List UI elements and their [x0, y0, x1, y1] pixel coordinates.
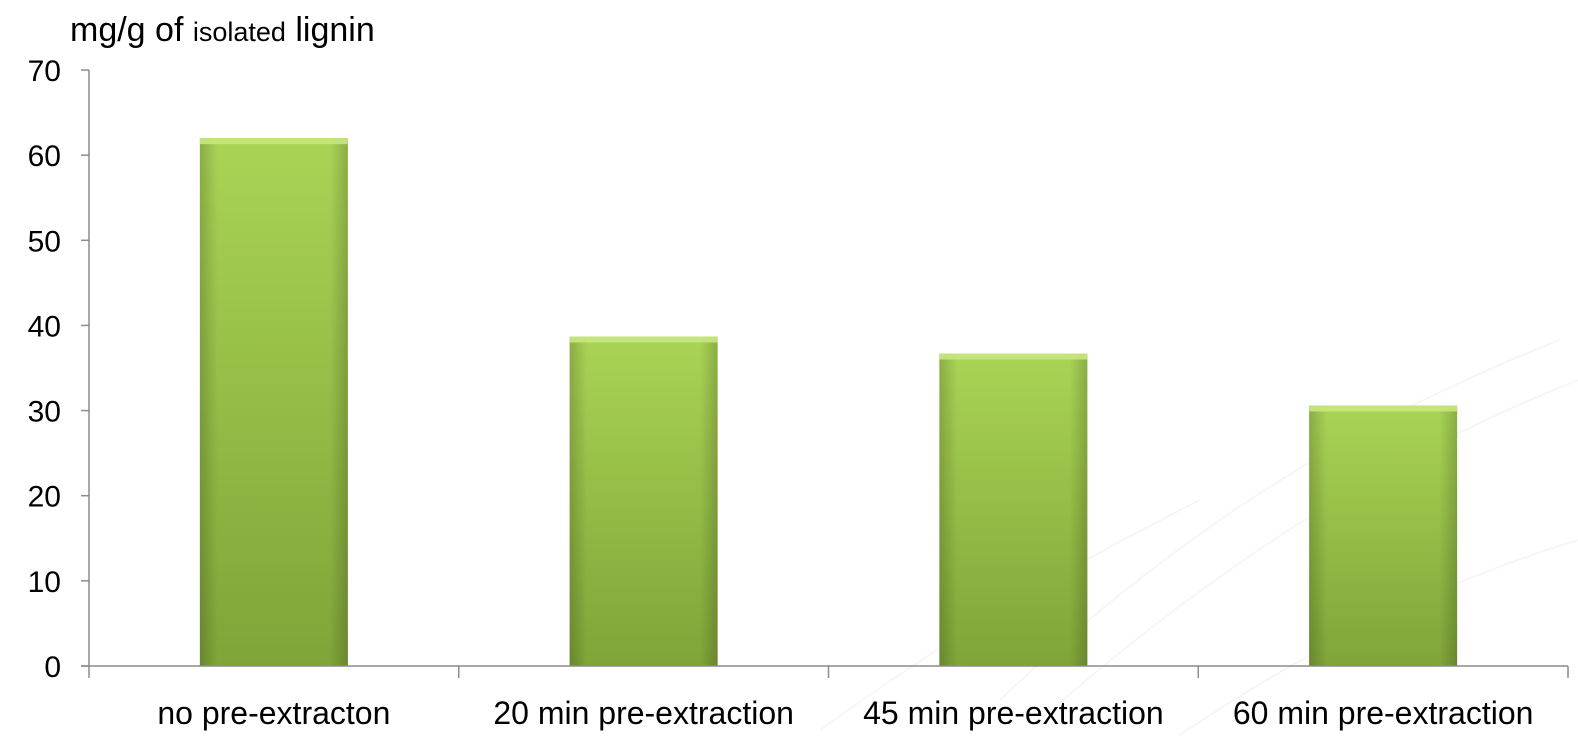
bar-3	[939, 353, 1088, 666]
bar-2	[569, 336, 718, 666]
y-tick-label: 30	[28, 396, 61, 429]
y-tick-label: 70	[28, 55, 61, 88]
y-tick-label: 10	[28, 566, 61, 599]
y-axis-title-part-3: lignin	[285, 11, 375, 49]
bar-4	[1309, 405, 1458, 666]
axes	[81, 69, 1569, 678]
y-tick-label: 40	[28, 310, 61, 343]
x-tick-label: 20 min pre-extraction	[493, 695, 794, 731]
y-tick-label: 50	[28, 225, 61, 258]
bar-1	[199, 138, 348, 667]
x-tick-label: 60 min pre-extraction	[1233, 695, 1534, 731]
x-tick-label: 45 min pre-extraction	[863, 695, 1164, 731]
y-tick-label: 60	[28, 140, 61, 173]
y-axis-title: mg/g of isolated lignin	[70, 8, 375, 54]
y-axis-title-part-1: mg/g of	[70, 11, 193, 49]
y-axis-title-part-2: isolated	[192, 17, 286, 47]
x-tick-label: no pre-extracton	[157, 695, 390, 731]
labels: 0 10 20 30 40 50 60 70 no pre-extracton 20 min pr…	[28, 55, 1534, 731]
y-tick-label: 20	[28, 481, 61, 514]
y-tick-label: 0	[44, 651, 61, 684]
bars	[199, 138, 1458, 667]
